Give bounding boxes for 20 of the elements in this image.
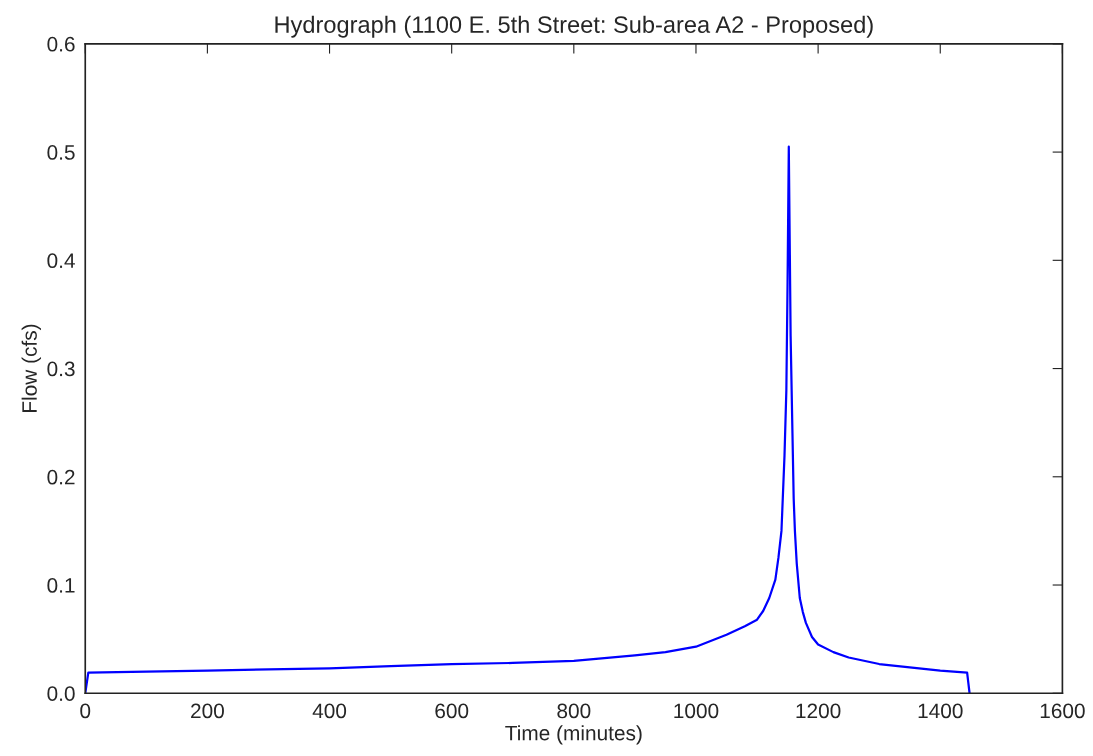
y-tick-label: 0.1 [47, 578, 75, 593]
x-tick-label: 1600 [1040, 703, 1085, 719]
y-tick-label: 0.2 [47, 469, 75, 485]
x-tick-label: 1000 [674, 703, 719, 719]
y-tick-label: 0.4 [47, 253, 75, 269]
chart-title: Hydrograph (1100 E. 5th Street: Sub-area A2 - Proposed) [275, 15, 873, 38]
x-tick-label: 400 [312, 703, 347, 719]
x-tick-label: 1200 [796, 703, 841, 719]
x-tick-label: 0 [80, 703, 91, 719]
x-tick-label: 600 [435, 703, 469, 719]
x-tick-label: 800 [557, 703, 591, 719]
y-axis-title: Flow (cfs) [21, 324, 42, 412]
x-tick-label: 200 [191, 703, 224, 719]
y-tick-label: 0.6 [47, 36, 75, 52]
y-tick-label: 0.5 [47, 145, 75, 160]
y-tick-label: 0.3 [47, 361, 75, 377]
y-tick-label: 0.0 [47, 686, 75, 702]
x-tick-label: 1400 [918, 703, 963, 719]
line-series [85, 145, 971, 694]
x-axis-title: Time (minutes) [505, 725, 642, 745]
